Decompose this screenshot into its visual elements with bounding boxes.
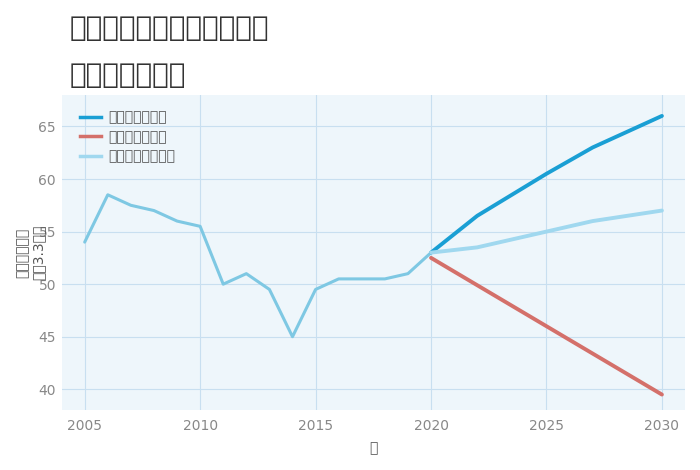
- X-axis label: 年: 年: [369, 441, 377, 455]
- Y-axis label: 単価（万円）
坪（3.3㎡）: 単価（万円） 坪（3.3㎡）: [15, 225, 46, 280]
- Text: 大阪府豊能郡豊能町吉川の: 大阪府豊能郡豊能町吉川の: [70, 14, 270, 42]
- Legend: グッドシナリオ, バッドシナリオ, ノーマルシナリオ: グッドシナリオ, バッドシナリオ, ノーマルシナリオ: [75, 105, 181, 169]
- Text: 土地の価格推移: 土地の価格推移: [70, 61, 186, 89]
